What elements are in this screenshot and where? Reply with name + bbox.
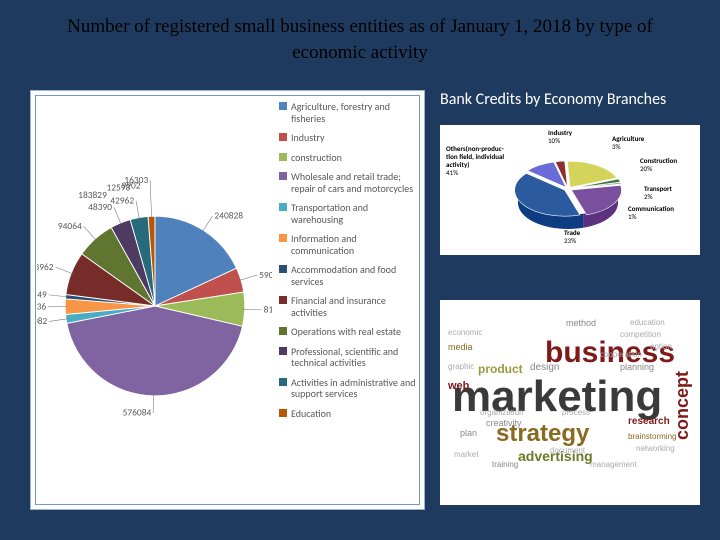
word-cloud-word: media bbox=[448, 342, 473, 352]
pie-slice-value: 94064 bbox=[58, 220, 82, 232]
word-cloud-word: product bbox=[478, 362, 523, 376]
legend-item: Agriculture, forestry and fisheries bbox=[279, 101, 417, 124]
pie-slice-value: 42962 bbox=[110, 195, 134, 207]
pie-chart: 240828 59063 81281 576084 21082 3713610149 103… bbox=[37, 131, 272, 481]
legend-label: Activities in administrative and support… bbox=[291, 377, 417, 400]
pie-slice-value: 59063 bbox=[259, 269, 272, 281]
pie-slice-value: 103962 bbox=[37, 261, 54, 273]
legend-label: construction bbox=[291, 152, 417, 164]
pie3d-label: Industry10% bbox=[548, 128, 573, 145]
word-cloud-word: education bbox=[630, 318, 665, 327]
legend-item: Information and communication bbox=[279, 233, 417, 256]
legend-item: Education bbox=[279, 408, 417, 420]
word-cloud-word: networking bbox=[636, 444, 675, 453]
legend-label: Financial and insurance activities bbox=[291, 295, 417, 318]
pie3d-label: Transport2% bbox=[644, 184, 672, 201]
word-cloud-word: web bbox=[448, 380, 469, 392]
legend-swatch bbox=[279, 203, 287, 211]
legend-label: Accommodation and food services bbox=[291, 264, 417, 287]
pie-slice-value: 21082 bbox=[37, 315, 48, 327]
legend-label: Agriculture, forestry and fisheries bbox=[291, 101, 417, 124]
legend-label: Industry bbox=[291, 132, 417, 144]
legend-label: Operations with real estate bbox=[291, 326, 417, 338]
word-cloud-word: market bbox=[454, 450, 478, 459]
word-cloud-word: method bbox=[566, 318, 596, 328]
legend-item: Industry bbox=[279, 132, 417, 144]
word-cloud-word: graphic bbox=[448, 362, 474, 371]
pie-chart-panel: 240828 59063 81281 576084 21082 3713610149 103… bbox=[30, 90, 425, 510]
legend-swatch bbox=[279, 102, 287, 110]
pie-slice-value: 48390 bbox=[88, 201, 112, 213]
legend-swatch bbox=[279, 378, 287, 386]
pie3d-chart-panel: Industry10% Agriculture3% Construction20% T… bbox=[440, 125, 700, 255]
word-cloud-word: document bbox=[550, 446, 585, 455]
word-cloud-word: cooperation bbox=[600, 350, 642, 359]
legend-item: Transportation and warehousing bbox=[279, 202, 417, 225]
legend-swatch bbox=[279, 133, 287, 141]
pie3d-label: Agriculture3% bbox=[612, 134, 645, 151]
legend-label: Transportation and warehousing bbox=[291, 202, 417, 225]
legend-item: Activities in administrative and support… bbox=[279, 377, 417, 400]
legend-swatch bbox=[279, 265, 287, 273]
legend-item: Operations with real estate bbox=[279, 326, 417, 338]
word-cloud-word: planning bbox=[620, 362, 654, 372]
pie3d-label: Trade23% bbox=[564, 228, 581, 245]
legend-label: Wholesale and retail trade; repair of ca… bbox=[291, 171, 417, 194]
word-cloud-word: process bbox=[562, 408, 590, 417]
pie3d-chart: Industry10% Agriculture3% Construction20% T… bbox=[440, 125, 700, 255]
legend-label: Education bbox=[291, 408, 417, 420]
legend-swatch bbox=[279, 347, 287, 355]
word-cloud-word: competition bbox=[620, 330, 661, 339]
legend-label: Professional, scientific and technical a… bbox=[291, 346, 417, 369]
word-cloud-word: design bbox=[530, 362, 559, 373]
word-cloud-word: training bbox=[492, 460, 518, 469]
word-cloud-word: research bbox=[628, 416, 670, 427]
legend-item: construction bbox=[279, 152, 417, 164]
legend-swatch bbox=[279, 172, 287, 180]
legend-item: Accommodation and food services bbox=[279, 264, 417, 287]
word-cloud-word: management bbox=[590, 460, 637, 469]
pie-slice-value: 37136 bbox=[37, 301, 46, 313]
word-cloud: marketingbusinessstrategyconceptadvertis… bbox=[440, 300, 700, 505]
pie3d-label: Construction20% bbox=[640, 156, 677, 173]
legend-swatch bbox=[279, 153, 287, 161]
legend-item: Professional, scientific and technical a… bbox=[279, 346, 417, 369]
legend-item: Wholesale and retail trade; repair of ca… bbox=[279, 171, 417, 194]
pie-slice-value: 81281 bbox=[264, 304, 272, 316]
pie-slice-value: 12598 bbox=[106, 181, 130, 193]
legend-label: Information and communication bbox=[291, 233, 417, 256]
word-cloud-word: organization bbox=[480, 408, 524, 417]
pie-slice-value: 240828 bbox=[214, 210, 243, 222]
pie3d-label: Others(non-produc-tion field, individual… bbox=[446, 144, 504, 177]
pie-slice-value: 10149 bbox=[37, 289, 47, 301]
word-cloud-word: brainstorming bbox=[628, 432, 676, 441]
pie-slice-value: 576084 bbox=[123, 407, 152, 419]
legend-swatch bbox=[279, 296, 287, 304]
subtitle: Bank Credits by Economy Branches bbox=[440, 90, 700, 109]
word-cloud-word: concept bbox=[672, 371, 693, 440]
word-cloud-panel: marketingbusinessstrategyconceptadvertis… bbox=[440, 300, 700, 505]
word-cloud-word: option bbox=[650, 342, 672, 351]
legend-swatch bbox=[279, 327, 287, 335]
pie-chart-legend: Agriculture, forestry and fisheries Indus… bbox=[279, 101, 417, 427]
legend-swatch bbox=[279, 234, 287, 242]
word-cloud-word: economic bbox=[448, 328, 482, 337]
legend-item: Financial and insurance activities bbox=[279, 295, 417, 318]
legend-swatch bbox=[279, 409, 287, 417]
pie-slice-value: 183829 bbox=[78, 189, 107, 201]
word-cloud-word: creativity bbox=[486, 418, 522, 428]
pie3d-label: Communication1% bbox=[628, 204, 674, 221]
page-title: Number of registered small business enti… bbox=[50, 14, 670, 65]
word-cloud-word: plan bbox=[460, 428, 477, 438]
